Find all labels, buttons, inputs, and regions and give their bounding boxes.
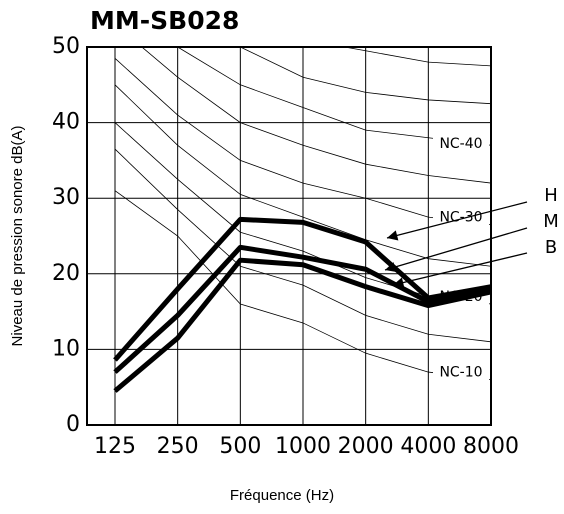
x-tick-label: 500 — [219, 434, 261, 459]
nc-curve — [114, 84, 491, 267]
nc-label: NC-10 — [439, 365, 482, 381]
arrow — [392, 252, 528, 288]
nc-curve — [177, 47, 491, 146]
y-tick-label: 20 — [52, 261, 80, 286]
series — [113, 216, 492, 393]
series-line — [113, 257, 492, 393]
arrow — [384, 227, 528, 273]
y-tick-label: 40 — [52, 110, 80, 135]
chart-title: MM-SB028 — [90, 6, 239, 35]
x-axis-label: Fréquence (Hz) — [230, 487, 334, 504]
y-tick-label: 30 — [52, 185, 80, 210]
series-label: M — [543, 211, 559, 232]
y-tick-label: 0 — [66, 412, 80, 437]
nc-curve — [114, 148, 491, 343]
x-tick-label: 4000 — [400, 434, 456, 459]
x-tick-label: 1000 — [275, 434, 331, 459]
x-tick-label: 250 — [157, 434, 199, 459]
nc-curve — [114, 58, 491, 226]
grid: 0 10 20 30 40 50 125 250 500 1000 2000 4000 8000 — [52, 34, 519, 459]
nc-label-bg — [433, 363, 489, 382]
nc-curve — [114, 190, 491, 381]
nc-curve — [239, 47, 491, 105]
nc-curve — [141, 47, 491, 184]
plot-frame — [86, 46, 492, 426]
x-tick-label: 125 — [94, 434, 136, 459]
x-tick-label: 2000 — [338, 434, 394, 459]
nc-label-bg — [433, 134, 489, 153]
y-tick-label: 50 — [52, 34, 80, 59]
series-label: H — [544, 185, 558, 206]
series-line — [113, 244, 492, 374]
y-axis-label: Niveau de pression sonore dB(A) — [9, 126, 26, 347]
x-tick-label: 8000 — [463, 434, 519, 459]
nc-label: NC-40 — [439, 136, 482, 152]
y-tick-label: 10 — [52, 336, 80, 361]
nc-curve — [342, 47, 491, 67]
series-label: B — [545, 237, 557, 258]
series-line — [113, 216, 492, 362]
arrow — [386, 201, 528, 241]
